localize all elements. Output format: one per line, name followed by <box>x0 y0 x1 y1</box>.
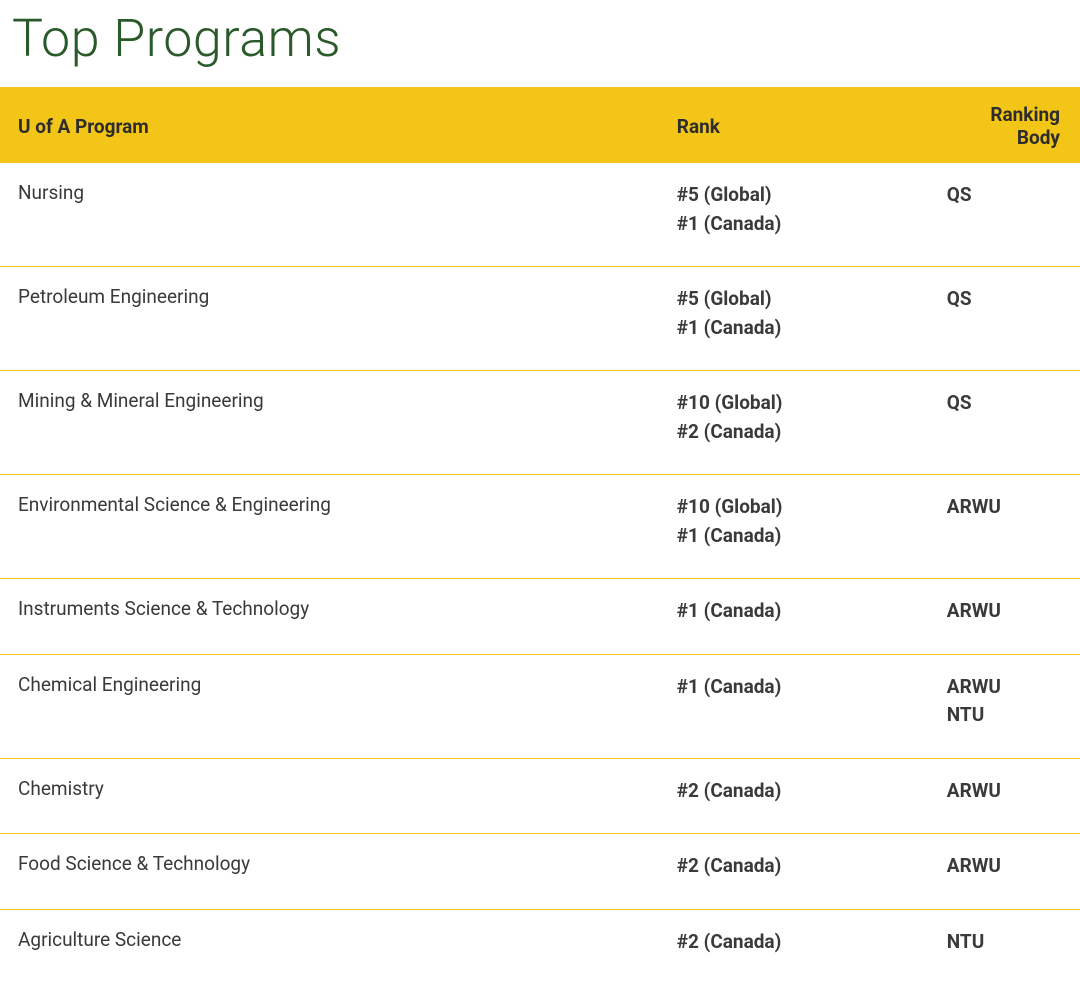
cell-rank: #10 (Global)#2 (Canada) <box>659 371 929 475</box>
col-body: Ranking Body <box>929 87 1080 163</box>
rank-line: #5 (Global) <box>677 181 911 210</box>
cell-ranking-body: ARWU <box>929 834 1080 910</box>
cell-program: Instruments Science & Technology <box>0 579 659 655</box>
table-row: Chemistry #2 (Canada) ARWU <box>0 758 1080 834</box>
rank-line: #1 (Canada) <box>677 597 911 626</box>
ranking-body-line: ARWU <box>947 597 1062 626</box>
rank-line: #2 (Canada) <box>677 852 911 881</box>
cell-rank: #2 (Canada) <box>659 758 929 834</box>
ranking-body-line: ARWU <box>947 493 1062 522</box>
rank-line: #2 (Canada) <box>677 777 911 806</box>
rank-line: #10 (Global) <box>677 389 911 418</box>
rank-line: #1 (Canada) <box>677 314 911 343</box>
cell-ranking-body: ARWUNTU <box>929 654 1080 758</box>
programs-table: U of A Program Rank Ranking Body Nursing… <box>0 87 1080 984</box>
table-row: Mining & Mineral Engineering#10 (Global)… <box>0 371 1080 475</box>
table-header: U of A Program Rank Ranking Body <box>0 87 1080 163</box>
rank-line: #2 (Canada) <box>677 928 911 957</box>
cell-rank: #2 (Canada) <box>659 909 929 984</box>
cell-rank: #2 (Canada) <box>659 834 929 910</box>
cell-program: Mining & Mineral Engineering <box>0 371 659 475</box>
cell-ranking-body: ARWU <box>929 758 1080 834</box>
cell-program: Agriculture Science <box>0 909 659 984</box>
table-row: Food Science & Technology #2 (Canada) ARWU <box>0 834 1080 910</box>
ranking-body-line: NTU <box>947 701 1062 730</box>
cell-rank: #5 (Global)#1 (Canada) <box>659 163 929 267</box>
cell-ranking-body: ARWU <box>929 475 1080 579</box>
table-row: Instruments Science & Technology #1 (Cana… <box>0 579 1080 655</box>
rank-line: #1 (Canada) <box>677 673 911 702</box>
cell-program: Chemistry <box>0 758 659 834</box>
cell-program: Nursing <box>0 163 659 267</box>
ranking-body-line: QS <box>947 285 1062 314</box>
ranking-body-line: ARWU <box>947 673 1062 702</box>
table-row: Petroleum Engineering#5 (Global)#1 (Cana… <box>0 267 1080 371</box>
cell-rank: #1 (Canada) <box>659 654 929 758</box>
ranking-body-line: ARWU <box>947 777 1062 806</box>
table-row: Nursing#5 (Global)#1 (Canada)QS <box>0 163 1080 267</box>
rank-line: #1 (Canada) <box>677 210 911 239</box>
col-rank: Rank <box>659 87 929 163</box>
cell-ranking-body: QS <box>929 163 1080 267</box>
rank-line: #5 (Global) <box>677 285 911 314</box>
cell-program: Chemical Engineering <box>0 654 659 758</box>
table-row: Agriculture Science #2 (Canada) NTU <box>0 909 1080 984</box>
ranking-body-line: ARWU <box>947 852 1062 881</box>
rank-line: #1 (Canada) <box>677 522 911 551</box>
ranking-body-line: QS <box>947 389 1062 418</box>
table-row: Environmental Science & Engineering#10 (… <box>0 475 1080 579</box>
cell-ranking-body: NTU <box>929 909 1080 984</box>
table-row: Chemical Engineering #1 (Canada) ARWUNTU <box>0 654 1080 758</box>
cell-rank: #5 (Global)#1 (Canada) <box>659 267 929 371</box>
cell-ranking-body: QS <box>929 371 1080 475</box>
col-program: U of A Program <box>0 87 659 163</box>
ranking-body-line: QS <box>947 181 1062 210</box>
rank-line: #2 (Canada) <box>677 418 911 447</box>
cell-rank: #10 (Global)#1 (Canada) <box>659 475 929 579</box>
page-title: Top Programs <box>0 0 1080 87</box>
table-body: Nursing#5 (Global)#1 (Canada)QSPetroleum… <box>0 163 1080 984</box>
rank-line: #10 (Global) <box>677 493 911 522</box>
cell-program: Food Science & Technology <box>0 834 659 910</box>
cell-ranking-body: ARWU <box>929 579 1080 655</box>
ranking-body-line: NTU <box>947 928 1062 957</box>
cell-rank: #1 (Canada) <box>659 579 929 655</box>
cell-program: Petroleum Engineering <box>0 267 659 371</box>
cell-program: Environmental Science & Engineering <box>0 475 659 579</box>
cell-ranking-body: QS <box>929 267 1080 371</box>
